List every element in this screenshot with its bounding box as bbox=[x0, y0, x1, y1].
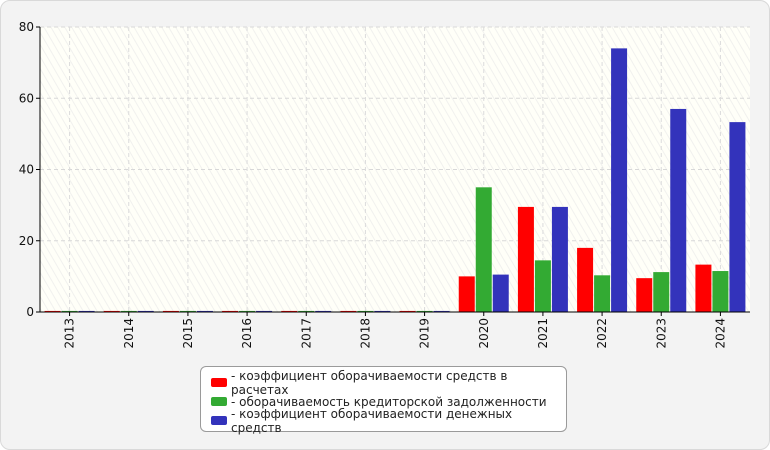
bar-2020-series-1 bbox=[458, 276, 475, 312]
bar-2021-series-3 bbox=[551, 206, 568, 312]
bar-2023-series-3 bbox=[670, 108, 687, 312]
bar-2020-series-2 bbox=[475, 187, 492, 312]
legend-label-receivables: - коэффициент оборачиваемости средств в … bbox=[231, 368, 508, 397]
y-tick-label: 0 bbox=[26, 305, 34, 319]
x-tick-label: 2020 bbox=[477, 318, 491, 349]
bar-2024-series-1 bbox=[695, 264, 712, 312]
bar-2022-series-3 bbox=[611, 48, 628, 312]
bar-2013-series-2 bbox=[61, 310, 78, 312]
bar-2015-series-3 bbox=[196, 310, 213, 312]
bar-2021-series-2 bbox=[534, 260, 551, 312]
legend-swatch-payables bbox=[211, 397, 227, 406]
x-tick-label: 2018 bbox=[358, 318, 372, 349]
legend-item-receivables: - коэффициент оборачиваемости средств в … bbox=[211, 369, 566, 397]
legend-swatch-cash bbox=[211, 416, 227, 425]
bar-2023-series-1 bbox=[636, 278, 653, 312]
x-tick-label: 2022 bbox=[595, 318, 609, 349]
x-tick-label: 2016 bbox=[240, 318, 254, 349]
bar-2017-series-1 bbox=[281, 310, 298, 312]
bar-2017-series-3 bbox=[315, 310, 332, 312]
y-tick-label: 20 bbox=[19, 234, 34, 248]
bar-2018-series-1 bbox=[340, 310, 357, 312]
bar-2022-series-1 bbox=[577, 247, 594, 312]
legend-label-payables: - оборачиваемость кредиторской задолженн… bbox=[231, 394, 547, 409]
bar-2019-series-2 bbox=[416, 310, 433, 312]
bar-2013-series-3 bbox=[78, 310, 95, 312]
bars bbox=[44, 48, 746, 313]
x-tick-label: 2015 bbox=[181, 318, 195, 349]
x-tick-label: 2014 bbox=[122, 318, 136, 349]
bar-2016-series-3 bbox=[256, 310, 273, 312]
bar-2017-series-2 bbox=[298, 310, 315, 312]
bar-2014-series-1 bbox=[103, 310, 120, 312]
bar-2014-series-2 bbox=[120, 310, 137, 312]
y-tick-label: 80 bbox=[19, 20, 34, 34]
x-tick-label: 2017 bbox=[299, 318, 313, 349]
legend-swatch-receivables bbox=[211, 378, 227, 387]
bar-2019-series-1 bbox=[399, 310, 416, 312]
bar-2016-series-2 bbox=[239, 310, 256, 312]
legend-label-cash: - коэффициент оборачиваемости денежных с… bbox=[231, 406, 513, 435]
x-tick-label: 2023 bbox=[654, 318, 668, 349]
x-tick-label: 2024 bbox=[713, 318, 727, 349]
bar-2020-series-3 bbox=[492, 274, 509, 312]
grid-lines bbox=[40, 26, 750, 312]
bar-2022-series-2 bbox=[594, 275, 611, 312]
y-tick-labels: 0 20 40 60 80 bbox=[19, 20, 34, 319]
bar-2023-series-2 bbox=[653, 272, 670, 312]
bar-2018-series-3 bbox=[374, 310, 391, 312]
x-tick-label: 2021 bbox=[536, 318, 550, 349]
bar-2013-series-1 bbox=[44, 310, 61, 312]
legend-item-cash: - коэффициент оборачиваемости денежных с… bbox=[211, 407, 566, 435]
y-tick-label: 40 bbox=[19, 163, 34, 177]
bar-2019-series-3 bbox=[433, 310, 450, 312]
x-tick-label: 2013 bbox=[63, 318, 77, 349]
x-tick-labels: 2013 2014 2015 2016 2017 2018 2019 2020 2021 2022… bbox=[63, 318, 728, 349]
bar-2015-series-2 bbox=[179, 310, 196, 312]
axes bbox=[36, 26, 750, 316]
legend: - коэффициент оборачиваемости средств в … bbox=[200, 366, 567, 435]
bar-2024-series-2 bbox=[712, 271, 729, 312]
bar-2014-series-3 bbox=[137, 310, 154, 312]
bar-2021-series-1 bbox=[517, 206, 534, 312]
bar-2024-series-3 bbox=[729, 122, 746, 313]
bar-2016-series-1 bbox=[222, 310, 239, 312]
legend-item-payables: - оборачиваемость кредиторской задолженн… bbox=[211, 392, 566, 411]
bar-2015-series-1 bbox=[162, 310, 179, 312]
y-tick-label: 60 bbox=[19, 91, 34, 105]
bar-2018-series-2 bbox=[357, 310, 374, 312]
x-tick-label: 2019 bbox=[418, 318, 432, 349]
